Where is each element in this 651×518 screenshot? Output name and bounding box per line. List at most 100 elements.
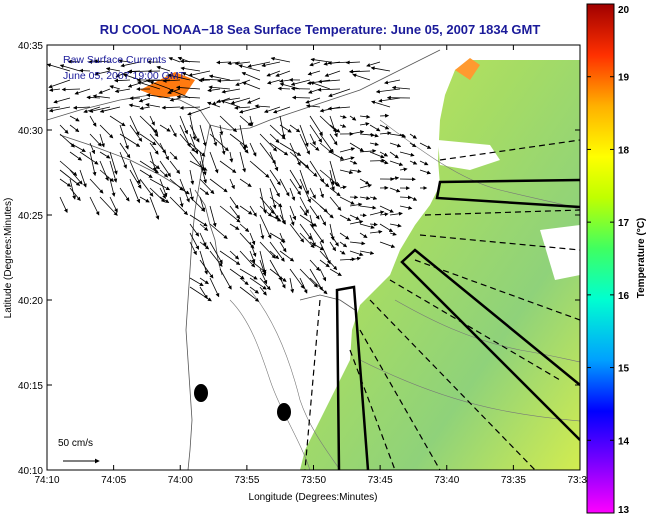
colorbar-tick-label: 15 — [618, 364, 630, 375]
current-vector — [69, 151, 83, 161]
legend-line-2: June 05, 2007 19:00 GMT — [63, 70, 186, 82]
current-vector — [229, 151, 234, 163]
current-vector — [167, 73, 191, 81]
current-vector — [266, 70, 281, 77]
current-vector — [189, 214, 208, 227]
current-vector — [359, 178, 370, 185]
current-vector — [389, 231, 397, 236]
current-vector — [234, 61, 251, 66]
station-marker-1 — [194, 384, 208, 402]
current-vector — [109, 151, 118, 175]
current-vector — [324, 70, 341, 77]
current-vector — [299, 205, 308, 217]
current-vector — [269, 133, 280, 144]
current-vector — [259, 259, 267, 277]
current-vector — [69, 142, 86, 152]
current-vector — [119, 142, 131, 159]
y-tick-label: 40:35 — [18, 41, 43, 52]
current-vector — [289, 223, 305, 243]
current-vector — [105, 67, 121, 72]
current-vector — [269, 241, 285, 262]
current-vector — [289, 268, 305, 289]
current-vector — [309, 214, 315, 229]
current-vector — [319, 250, 338, 271]
current-vector — [419, 160, 429, 166]
current-vector — [59, 196, 68, 214]
current-vector — [399, 167, 408, 172]
current-vector — [309, 223, 324, 244]
current-vector — [189, 187, 194, 201]
current-vector — [229, 196, 239, 210]
current-vector — [69, 169, 83, 185]
current-vector — [279, 241, 287, 253]
x-tick-label: 73:35 — [501, 475, 526, 486]
current-vector — [219, 268, 232, 290]
current-vector — [309, 268, 323, 291]
current-vector — [69, 115, 80, 122]
current-vector — [289, 151, 310, 169]
current-vector — [299, 178, 311, 204]
current-vector — [74, 88, 91, 95]
current-vector — [259, 196, 275, 215]
current-vector — [369, 210, 385, 216]
current-vector — [89, 151, 97, 177]
colorbar-tick-label: 20 — [618, 5, 630, 16]
current-vector — [309, 61, 321, 67]
current-vector — [349, 130, 365, 135]
current-vector — [259, 205, 273, 217]
x-tick-label: 73:50 — [301, 475, 326, 486]
current-vector — [239, 286, 260, 302]
current-vector — [119, 187, 130, 202]
current-vector — [329, 268, 342, 276]
current-vector — [47, 106, 61, 109]
map-plot-area: Raw Surface Currents June 05, 2007 19:00… — [47, 45, 580, 470]
current-vector — [329, 115, 338, 138]
current-vector — [369, 229, 383, 234]
current-vector — [139, 106, 151, 111]
current-vector — [329, 151, 345, 160]
current-vector — [309, 241, 325, 251]
current-vector — [149, 80, 171, 90]
current-vector — [279, 277, 286, 289]
current-vector — [307, 70, 321, 76]
current-vector — [379, 151, 389, 157]
current-vector — [299, 268, 318, 288]
current-vector — [369, 133, 379, 138]
current-vector — [219, 133, 226, 156]
current-vector — [207, 88, 221, 93]
current-vector — [369, 158, 386, 163]
current-vector — [289, 187, 296, 201]
current-vector — [369, 142, 379, 147]
current-vector — [139, 133, 157, 146]
current-vector — [239, 223, 250, 233]
current-vector — [59, 124, 69, 134]
colorbar-ticks: 20 19 18 17 16 15 14 13 — [587, 3, 630, 516]
current-vector — [339, 147, 356, 153]
current-vector — [168, 57, 181, 63]
current-vector — [299, 124, 309, 148]
current-vector — [269, 124, 286, 140]
current-vector — [114, 78, 131, 83]
current-vector — [149, 187, 166, 203]
current-vector — [69, 178, 77, 200]
current-vector — [219, 160, 237, 173]
current-vector — [305, 104, 321, 109]
current-vector — [249, 286, 260, 294]
current-vector — [159, 160, 171, 178]
current-vector — [61, 87, 81, 92]
current-vector — [269, 142, 289, 156]
current-vector — [206, 101, 221, 108]
current-vector — [259, 223, 265, 240]
current-vector — [272, 106, 291, 114]
current-vector — [179, 59, 201, 64]
colorbar-label: Temperature (°C) — [636, 218, 647, 299]
current-vector — [389, 160, 404, 167]
current-vector — [345, 60, 361, 65]
current-vector — [229, 133, 249, 148]
current-vector — [254, 104, 271, 109]
current-vector — [279, 82, 301, 90]
current-vector — [270, 56, 291, 63]
station-marker-2 — [277, 403, 291, 421]
current-vector — [209, 133, 229, 152]
current-vector — [199, 232, 207, 247]
